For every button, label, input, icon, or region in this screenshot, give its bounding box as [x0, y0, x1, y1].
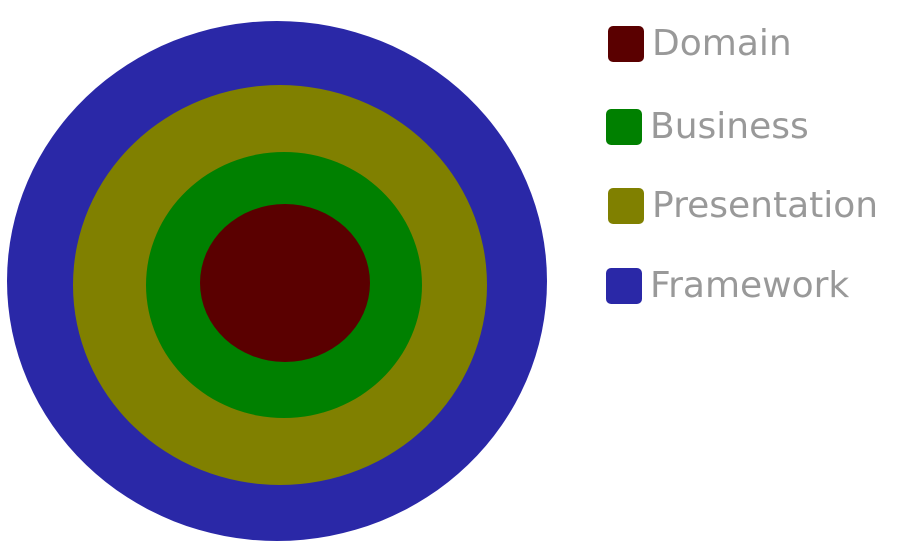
- legend-item-framework: Framework: [606, 266, 849, 306]
- presentation-swatch: [608, 188, 644, 224]
- legend-item-domain: Domain: [608, 24, 792, 64]
- legend-label-domain: Domain: [652, 23, 792, 64]
- legend-item-presentation: Presentation: [608, 186, 878, 226]
- business-swatch: [606, 109, 642, 145]
- legend-label-framework: Framework: [650, 265, 850, 306]
- legend-label-business: Business: [650, 106, 809, 147]
- framework-swatch: [606, 268, 642, 304]
- domain-ring: [200, 204, 370, 362]
- legend-label-presentation: Presentation: [652, 185, 879, 226]
- legend-item-business: Business: [606, 107, 809, 147]
- domain-swatch: [608, 26, 644, 62]
